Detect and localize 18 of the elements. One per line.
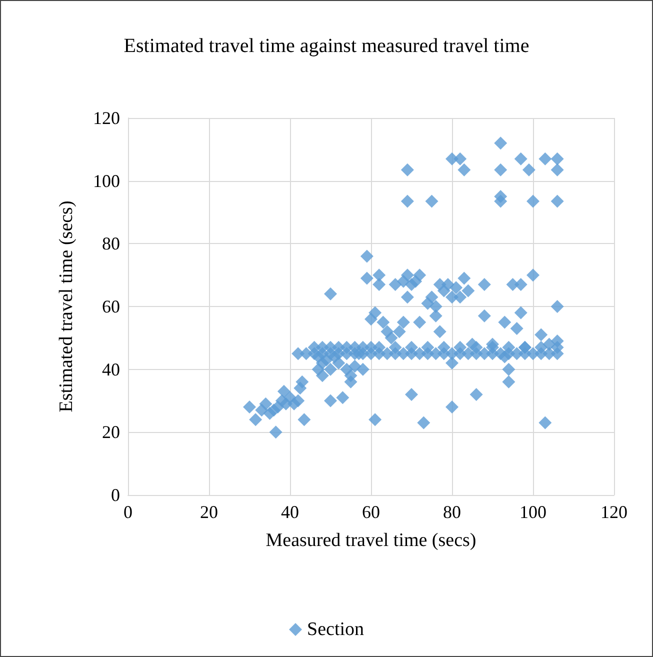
- x-tick-label: 100: [520, 502, 546, 522]
- x-tick-label: 60: [362, 502, 380, 522]
- x-tick-label: 0: [124, 502, 132, 522]
- x-tick-label: 120: [600, 502, 628, 522]
- x-tick-label: 20: [200, 502, 218, 522]
- y-tick-label: 40: [102, 359, 120, 380]
- x-axis-title: Measured travel time (secs): [266, 530, 476, 551]
- x-tick-label: 80: [443, 502, 461, 522]
- y-tick-label: 80: [102, 234, 120, 254]
- legend-label: Section: [307, 619, 364, 640]
- y-tick-label: 100: [93, 170, 120, 191]
- y-tick-label: 0: [111, 485, 120, 505]
- chart-title: Estimated travel time against measured travel time: [124, 35, 530, 57]
- x-tick-label: 40: [281, 502, 299, 522]
- y-tick-label: 60: [102, 296, 120, 316]
- y-tick-label: 20: [102, 422, 120, 442]
- y-tick-label: 120: [93, 108, 120, 128]
- y-axis-title: Estimated travel time (secs): [56, 200, 77, 412]
